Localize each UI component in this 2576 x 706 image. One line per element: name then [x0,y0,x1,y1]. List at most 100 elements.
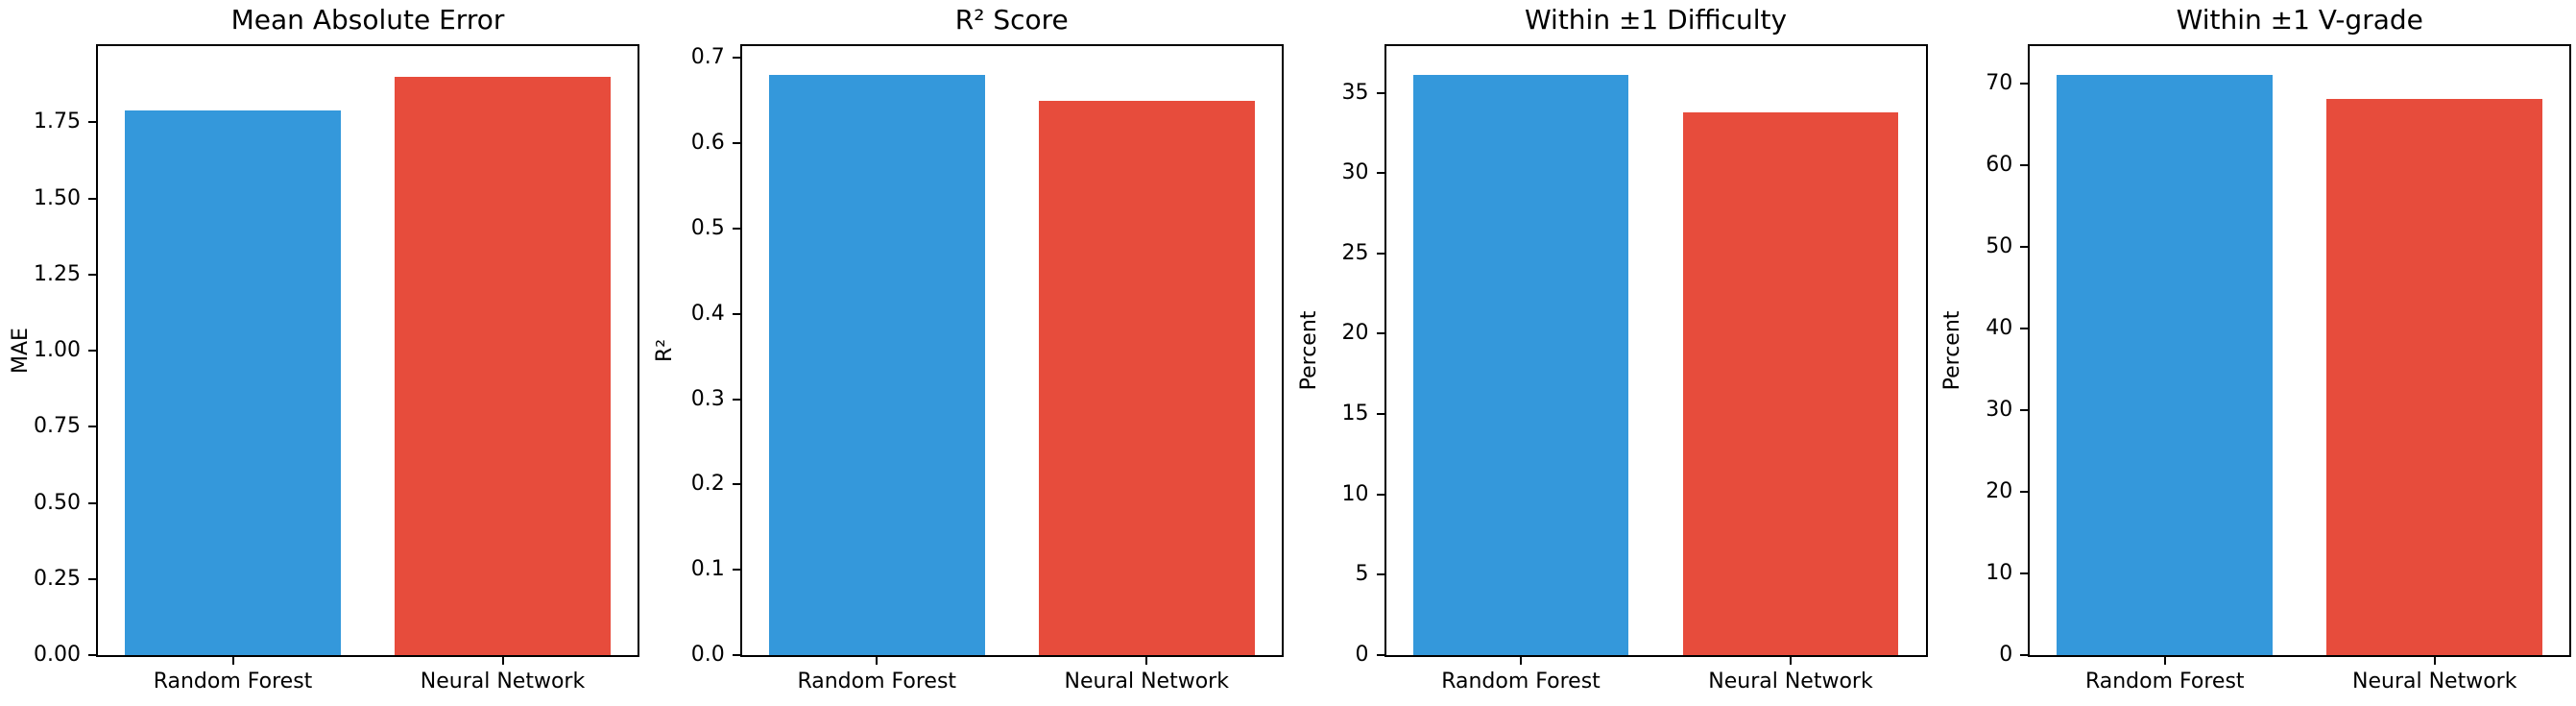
bar-neural-network [1038,100,1255,655]
x-tick [1520,657,1522,665]
y-tick [2020,490,2029,493]
y-tick-label: 15 [1341,402,1369,426]
bar-neural-network [1682,111,1899,655]
y-tick [2020,245,2029,248]
y-tick [1376,332,1384,335]
x-tick-label-random-forest: Random Forest [2084,669,2245,694]
y-tick-label: 25 [1341,240,1369,265]
y-tick [2020,408,2029,411]
chart-panel-within-1-difficulty: Within ±1 Difficulty Percent 0 5 10 15 20 25 30 3… [1288,0,1933,706]
x-tick [2163,657,2166,665]
y-tick [1376,493,1384,496]
axes-box [2028,44,2572,657]
x-tick [231,657,234,665]
y-tick [732,398,740,401]
chart-title: Within ±1 V-grade [2176,4,2423,36]
x-tick-label-random-forest: Random Forest [1441,669,1601,694]
plot-area [1386,46,1926,655]
chart-panel-mean-absolute-error: Mean Absolute Error MAE 0.00 0.25 0.50 0.75 1.… [0,0,644,706]
x-tick [501,657,504,665]
y-tick-label: 5 [1355,562,1369,587]
axes-box [96,44,639,657]
bar-neural-network [2326,98,2543,655]
y-tick-label: 0.2 [690,472,725,497]
chart-title: R² Score [954,4,1069,36]
y-tick-label: 0.50 [34,490,81,515]
bar-random-forest [2057,75,2274,655]
chart-panel-r-score: R² Score R² 0.0 0.1 0.2 0.3 0.4 0.5 0.6 0.7 Random… [644,0,1288,706]
x-tick-label-random-forest: Random Forest [797,669,957,694]
y-tick [732,57,740,60]
y-tick-label: 1.75 [34,110,81,134]
x-tick [1790,657,1792,665]
y-tick [1376,91,1384,94]
x-tick-label-neural-network: Neural Network [1064,669,1229,694]
x-tick [876,657,879,665]
y-tick-label: 40 [1986,315,2013,340]
y-tick [732,228,740,231]
y-tick [88,350,96,352]
y-tick-label: 20 [1986,478,2013,503]
y-tick-label: 0.25 [34,566,81,591]
y-tick [88,501,96,504]
y-tick-label: 0 [1355,643,1369,667]
bar-random-forest [768,75,985,655]
y-tick [1376,252,1384,255]
axes-box [739,44,1284,657]
y-tick [732,483,740,486]
y-tick [2020,572,2029,574]
y-tick [732,654,740,656]
y-tick [732,312,740,315]
y-tick-label: 0.00 [34,643,81,667]
y-tick [88,654,96,656]
x-tick-label-neural-network: Neural Network [420,669,586,694]
y-tick-label: 0.0 [690,643,725,667]
x-tick-label-random-forest: Random Forest [153,669,313,694]
y-tick [1376,413,1384,416]
plot-area [98,46,638,655]
y-tick-label: 0 [1999,643,2013,667]
y-tick [88,197,96,200]
plot-area [2030,46,2569,655]
y-tick-label: 10 [1341,481,1369,506]
y-tick-label: 35 [1341,80,1369,105]
y-tick [2020,654,2029,656]
y-tick [88,426,96,428]
y-tick-label: 20 [1341,321,1369,346]
y-tick [732,569,740,572]
x-tick-label-neural-network: Neural Network [2352,669,2517,694]
y-tick-label: 50 [1986,233,2013,258]
y-tick [732,142,740,145]
y-tick-label: 0.3 [690,386,725,411]
y-tick-label: 1.00 [34,338,81,362]
y-tick [1376,573,1384,576]
y-tick-label: 30 [1341,160,1369,185]
y-tick-label: 0.75 [34,414,81,439]
chart-panel-within-1-v-grade: Within ±1 V-grade Percent 0 10 20 30 40 50 60 70 R… [1932,0,2576,706]
chart-title: Within ±1 Difficulty [1524,4,1788,36]
bar-random-forest [125,110,341,655]
y-tick [2020,163,2029,166]
y-tick-label: 0.5 [690,216,725,241]
x-tick-label-neural-network: Neural Network [1708,669,1873,694]
y-tick-label: 10 [1986,560,2013,585]
chart-title: Mean Absolute Error [230,4,505,36]
y-tick [1376,172,1384,175]
y-tick-label: 0.4 [690,301,725,326]
y-tick-label: 1.50 [34,185,81,210]
y-tick [1376,654,1384,656]
y-tick-label: 30 [1986,397,2013,422]
x-tick [1145,657,1148,665]
bar-neural-network [395,76,611,655]
y-axis-label: R² [652,338,677,363]
y-tick-label: 70 [1986,70,2013,95]
axes-box [1384,44,1928,657]
bar-random-forest [1412,75,1629,655]
y-tick-label: 0.6 [690,131,725,156]
y-tick [88,121,96,124]
y-tick [88,273,96,276]
x-tick [2433,657,2436,665]
y-tick [2020,82,2029,85]
y-tick [88,577,96,580]
